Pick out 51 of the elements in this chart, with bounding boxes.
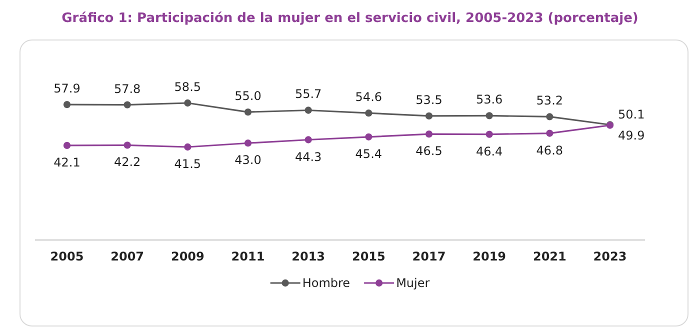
data-label: 55.0: [234, 89, 262, 104]
point: [184, 143, 192, 151]
data-label: 57.9: [54, 82, 80, 96]
point: [425, 112, 433, 120]
x-tick-label: 2005: [50, 250, 84, 264]
x-tick-label: 2023: [593, 250, 627, 264]
point: [184, 99, 192, 107]
data-label: 41.5: [174, 157, 202, 171]
point: [365, 133, 372, 140]
data-label: 58.5: [174, 80, 202, 94]
point: [304, 106, 312, 114]
data-label: 53.5: [416, 92, 442, 107]
point: [425, 130, 433, 138]
x-tick-label: 2009: [170, 250, 204, 264]
x-tick-label: 2007: [110, 250, 144, 264]
x-tick-label: 2017: [412, 250, 446, 264]
point: [244, 108, 252, 116]
data-label: 42.2: [114, 155, 141, 170]
point: [124, 142, 131, 149]
x-tick-label: 2021: [532, 250, 566, 264]
point: [304, 136, 312, 144]
data-label: 45.4: [355, 146, 382, 161]
x-tick-label: 2019: [472, 250, 506, 264]
data-label: 43.0: [234, 153, 262, 168]
data-label: 50.1: [618, 108, 645, 122]
legend-label: Mujer: [396, 276, 430, 290]
point: [546, 130, 554, 137]
x-tick-label: 2013: [292, 250, 326, 264]
data-label: 54.6: [355, 90, 382, 104]
point: [63, 142, 71, 150]
point: [486, 112, 493, 120]
data-label: 53.2: [536, 94, 564, 108]
point: [124, 101, 131, 108]
data-label: 53.6: [476, 92, 503, 107]
data-label: 46.5: [416, 144, 442, 158]
chart-title: Gráfico 1: Participación de la mujer en el servicio civil, 2005-2023 (porcentaje): [62, 11, 638, 26]
point: [365, 110, 372, 117]
x-tick-label: 2015: [352, 250, 386, 264]
x-tick-label: 2011: [231, 250, 265, 264]
data-label: 57.8: [114, 82, 141, 96]
legend-label: Hombre: [302, 276, 350, 290]
data-label: 44.3: [294, 150, 322, 164]
point: [244, 140, 252, 147]
data-label: 42.1: [54, 155, 80, 170]
point: [63, 100, 71, 108]
data-label: 49.9: [618, 128, 645, 142]
data-label: 46.4: [476, 144, 503, 158]
point: [486, 130, 493, 138]
point: [546, 113, 554, 120]
data-label: 55.7: [294, 87, 322, 102]
data-label: 46.8: [536, 143, 564, 158]
